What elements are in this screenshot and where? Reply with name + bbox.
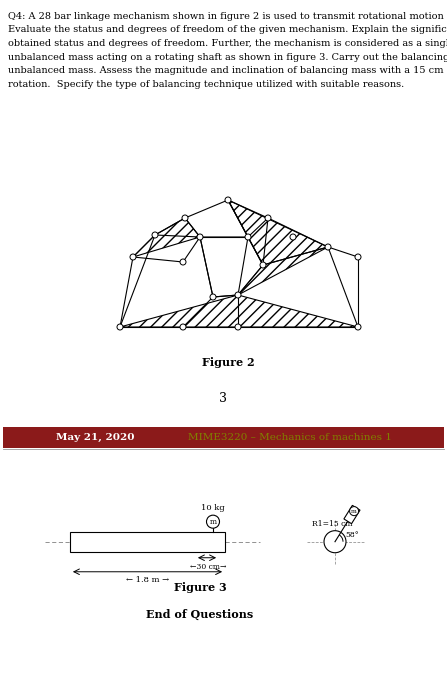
Circle shape	[235, 292, 241, 298]
Text: 58°: 58°	[345, 531, 358, 539]
Text: Figure 2: Figure 2	[202, 357, 254, 368]
Text: May 21, 2020: May 21, 2020	[56, 433, 134, 442]
Circle shape	[325, 244, 331, 250]
Text: unbalanced mass. Assess the magnitude and inclination of balancing mass with a 1: unbalanced mass. Assess the magnitude an…	[8, 66, 447, 75]
Polygon shape	[344, 505, 360, 524]
Circle shape	[324, 531, 346, 553]
Circle shape	[355, 324, 361, 330]
Polygon shape	[200, 237, 248, 297]
Circle shape	[117, 324, 123, 330]
Circle shape	[265, 215, 271, 221]
Text: m: m	[351, 509, 357, 514]
Circle shape	[260, 262, 266, 268]
FancyBboxPatch shape	[3, 426, 444, 697]
Text: Evaluate the status and degrees of freedom of the given mechanism. Explain the s: Evaluate the status and degrees of freed…	[8, 25, 447, 34]
Circle shape	[235, 324, 241, 330]
Circle shape	[210, 294, 216, 300]
Circle shape	[207, 515, 219, 528]
Text: Figure 3: Figure 3	[173, 582, 226, 594]
Circle shape	[245, 234, 251, 240]
Circle shape	[182, 215, 188, 221]
Circle shape	[225, 197, 231, 203]
Text: m: m	[210, 518, 216, 526]
Text: Q4: A 28 bar linkage mechanism shown in figure 2 is used to transmit rotational : Q4: A 28 bar linkage mechanism shown in …	[8, 12, 447, 21]
Circle shape	[180, 324, 186, 330]
Text: R1=15 cm: R1=15 cm	[312, 521, 353, 528]
Circle shape	[290, 234, 296, 240]
Text: unbalanced mass acting on a rotating shaft as shown in figure 3. Carry out the b: unbalanced mass acting on a rotating sha…	[8, 52, 447, 62]
Circle shape	[152, 232, 158, 238]
Text: ←30 cm→: ←30 cm→	[190, 563, 226, 570]
FancyBboxPatch shape	[3, 426, 444, 447]
Circle shape	[350, 507, 358, 516]
Circle shape	[355, 254, 361, 260]
Circle shape	[197, 234, 203, 240]
Circle shape	[180, 259, 186, 265]
Text: 3: 3	[219, 391, 227, 405]
Text: MIME3220 – Mechanics of machines 1: MIME3220 – Mechanics of machines 1	[188, 433, 392, 442]
Text: ← 1.8 m →: ← 1.8 m →	[126, 576, 169, 584]
Bar	[70, 532, 225, 552]
Text: obtained status and degrees of freedom. Further, the mechanism is considered as : obtained status and degrees of freedom. …	[8, 39, 447, 48]
Circle shape	[130, 254, 136, 260]
Text: 10 kg: 10 kg	[201, 504, 225, 512]
Text: rotation.  Specify the type of balancing technique utilized with suitable reason: rotation. Specify the type of balancing …	[8, 80, 447, 89]
Text: End of Questions: End of Questions	[146, 609, 253, 620]
